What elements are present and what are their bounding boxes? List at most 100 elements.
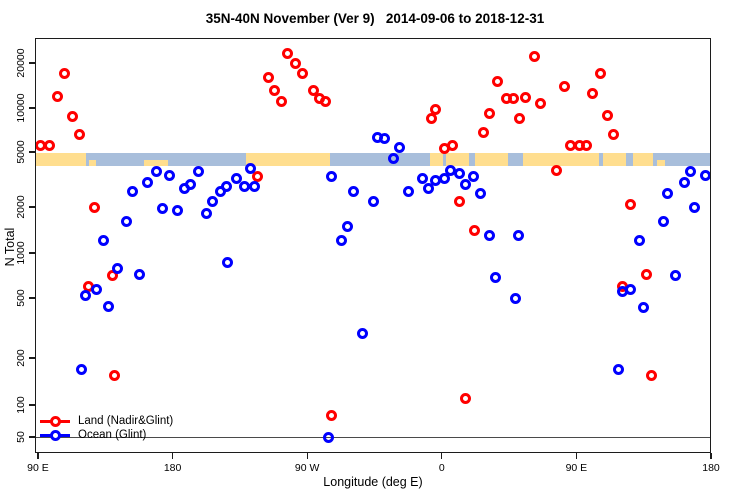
data-point-ocean [699, 169, 711, 181]
data-point-ocean [509, 292, 521, 304]
legend-row-ocean: Ocean (Glint) [40, 428, 173, 442]
data-point-ocean [90, 283, 102, 295]
y-tick-mark [29, 436, 35, 438]
data-point-land [460, 393, 472, 405]
data-point-ocean [222, 257, 234, 269]
data-point-land [252, 171, 264, 183]
y-tick-label: 1000 [15, 241, 27, 265]
x-tick-label: 0 [438, 462, 445, 474]
x-tick-label: 90 E [565, 462, 588, 474]
y-tick-mark [29, 151, 35, 153]
legend: Land (Nadir&Glint) Ocean (Glint) [40, 414, 173, 442]
x-tick-mark [441, 453, 443, 459]
data-point-ocean [322, 431, 334, 443]
y-tick-label: 500 [15, 289, 27, 307]
data-point-ocean [244, 162, 256, 174]
data-point-ocean [336, 235, 348, 247]
coastline-strip-land [429, 153, 444, 167]
data-point-land [307, 85, 319, 97]
coastline-strip-land [35, 153, 86, 167]
x-tick-mark [171, 453, 174, 459]
data-point-ocean [134, 268, 146, 280]
data-point-land [491, 76, 503, 88]
y-tick-label: 50 [15, 431, 27, 443]
data-point-land [594, 68, 606, 80]
data-point-ocean [220, 181, 232, 193]
data-point-ocean [684, 166, 696, 178]
data-point-ocean [231, 173, 243, 185]
y-tick-label: 100 [15, 396, 27, 414]
legend-label-land: Land (Nadir&Glint) [78, 415, 174, 427]
data-point-ocean [126, 185, 138, 197]
data-point-land [51, 90, 63, 102]
coastline-strip-land [633, 153, 653, 167]
data-point-ocean [98, 235, 110, 247]
data-point-land [558, 80, 570, 92]
data-point-land [520, 92, 532, 104]
ocean-legend-symbol [40, 429, 70, 441]
coastline-strip-land [446, 153, 469, 167]
data-point-land [268, 85, 280, 97]
data-point-land [469, 225, 481, 237]
x-tick-mark [710, 453, 712, 459]
land-legend-circle-icon [49, 415, 61, 427]
x-tick-label: 180 [702, 462, 720, 474]
plot-area: Land (Nadir&Glint) Ocean (Glint) [35, 38, 711, 453]
data-point-ocean [207, 195, 219, 207]
data-point-land [297, 68, 309, 80]
data-point-land [262, 71, 274, 83]
data-point-ocean [156, 202, 168, 214]
data-point-land [641, 268, 653, 280]
data-point-land [581, 140, 593, 152]
y-tick-label: 10000 [15, 93, 27, 123]
data-point-ocean [249, 181, 261, 193]
coastline-strip-land [657, 159, 665, 167]
data-point-land [587, 88, 599, 99]
data-point-land [484, 108, 496, 120]
data-point-ocean [657, 216, 669, 228]
data-point-ocean [490, 271, 502, 283]
x-tick-label: 90 W [294, 462, 320, 474]
data-point-ocean [638, 302, 650, 314]
data-point-ocean [678, 177, 690, 189]
data-point-ocean [80, 289, 92, 301]
data-point-land [624, 198, 636, 210]
x-axis-label: Longitude (deg E) [323, 475, 423, 489]
data-point-land [66, 110, 78, 122]
y-tick-mark [29, 206, 35, 208]
data-point-ocean [357, 328, 369, 340]
x-tick-label: 90 E [27, 462, 49, 474]
data-point-ocean [416, 173, 428, 185]
data-point-ocean [102, 300, 114, 312]
data-point-ocean [201, 208, 213, 220]
data-point-land [446, 140, 458, 152]
legend-label-ocean: Ocean (Glint) [78, 429, 147, 441]
y-tick-mark [29, 62, 35, 64]
data-point-ocean [662, 188, 674, 200]
data-point-land [454, 195, 466, 207]
data-point-land [645, 369, 657, 381]
data-point-ocean [238, 181, 250, 193]
data-point-land [529, 51, 541, 63]
data-point-ocean [141, 177, 153, 189]
data-point-ocean [454, 167, 466, 179]
data-point-ocean [379, 132, 391, 144]
data-point-ocean [394, 141, 406, 153]
data-point-ocean [422, 183, 434, 195]
data-point-ocean [512, 230, 524, 242]
coastline-strip-land [245, 153, 330, 167]
data-point-ocean [484, 230, 496, 242]
data-point-ocean [325, 171, 337, 183]
y-tick-mark [29, 357, 35, 359]
y-tick-label: 200 [15, 349, 27, 367]
data-point-ocean [150, 166, 162, 178]
data-point-land [608, 128, 620, 140]
chart-title: 35N-40N November (Ver 9) 2014-09-06 to 2… [205, 11, 545, 26]
data-point-ocean [342, 220, 354, 232]
coastline-strip-land [474, 153, 508, 167]
data-point-ocean [624, 283, 636, 295]
data-point-ocean [111, 262, 123, 274]
data-point-ocean [348, 185, 360, 197]
data-point-land [508, 93, 520, 105]
